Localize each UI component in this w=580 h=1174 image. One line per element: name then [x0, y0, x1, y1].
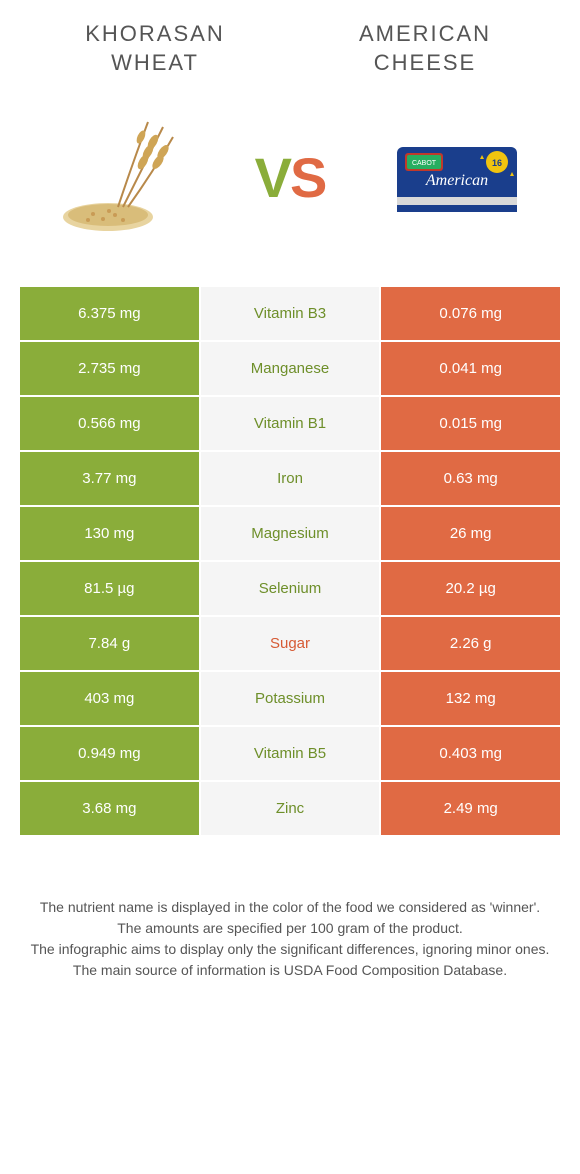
table-row: 403 mgPotassium132 mg [20, 672, 560, 727]
right-value: 26 mg [381, 507, 560, 562]
svg-text:American: American [425, 172, 488, 189]
left-value: 2.735 mg [20, 342, 201, 397]
right-value: 0.041 mg [381, 342, 560, 397]
nutrient-name: Iron [201, 452, 382, 507]
right-value: 2.26 g [381, 617, 560, 672]
nutrient-name: Vitamin B5 [201, 727, 382, 782]
nutrient-name: Manganese [201, 342, 382, 397]
nutrient-name: Sugar [201, 617, 382, 672]
right-value: 132 mg [381, 672, 560, 727]
vs-s: S [290, 146, 325, 209]
footer-notes: The nutrient name is displayed in the co… [30, 897, 550, 981]
nutrient-name: Selenium [201, 562, 382, 617]
left-value: 7.84 g [20, 617, 201, 672]
left-food-title: KHORASAN WHEAT [47, 20, 263, 77]
right-value: 0.076 mg [381, 287, 560, 342]
left-value: 0.949 mg [20, 727, 201, 782]
table-row: 130 mgMagnesium26 mg [20, 507, 560, 562]
left-value: 403 mg [20, 672, 201, 727]
table-row: 2.735 mgManganese0.041 mg [20, 342, 560, 397]
left-value: 130 mg [20, 507, 201, 562]
nutrient-name: Magnesium [201, 507, 382, 562]
nutrient-name: Vitamin B1 [201, 397, 382, 452]
right-value: 20.2 µg [381, 562, 560, 617]
footer-line-4: The main source of information is USDA F… [30, 960, 550, 981]
table-row: 6.375 mgVitamin B30.076 mg [20, 287, 560, 342]
vs-v: V [255, 146, 290, 209]
nutrient-name: Potassium [201, 672, 382, 727]
left-value: 6.375 mg [20, 287, 201, 342]
header: KHORASAN WHEAT AMERICAN CHEESE [0, 0, 580, 87]
cheese-box-icon: CABOT American 16 [382, 102, 532, 252]
comparison-table: 6.375 mgVitamin B30.076 mg2.735 mgMangan… [20, 287, 560, 837]
table-row: 81.5 µgSelenium20.2 µg [20, 562, 560, 617]
footer-line-3: The infographic aims to display only the… [30, 939, 550, 960]
left-value: 3.77 mg [20, 452, 201, 507]
right-value: 0.403 mg [381, 727, 560, 782]
wheat-icon [48, 102, 198, 252]
right-value: 0.63 mg [381, 452, 560, 507]
footer-line-1: The nutrient name is displayed in the co… [30, 897, 550, 918]
right-food-title: AMERICAN CHEESE [317, 20, 533, 77]
table-row: 0.949 mgVitamin B50.403 mg [20, 727, 560, 782]
svg-text:CABOT: CABOT [412, 160, 437, 167]
footer-line-2: The amounts are specified per 100 gram o… [30, 918, 550, 939]
table-row: 3.68 mgZinc2.49 mg [20, 782, 560, 837]
nutrient-name: Zinc [201, 782, 382, 837]
nutrient-name: Vitamin B3 [201, 287, 382, 342]
right-value: 2.49 mg [381, 782, 560, 837]
right-value: 0.015 mg [381, 397, 560, 452]
table-row: 0.566 mgVitamin B10.015 mg [20, 397, 560, 452]
left-value: 3.68 mg [20, 782, 201, 837]
svg-text:16: 16 [492, 158, 502, 168]
images-row: VS CABOT American 16 [0, 87, 580, 287]
vs-label: VS [255, 145, 326, 210]
left-value: 0.566 mg [20, 397, 201, 452]
left-value: 81.5 µg [20, 562, 201, 617]
table-row: 7.84 gSugar2.26 g [20, 617, 560, 672]
table-row: 3.77 mgIron0.63 mg [20, 452, 560, 507]
